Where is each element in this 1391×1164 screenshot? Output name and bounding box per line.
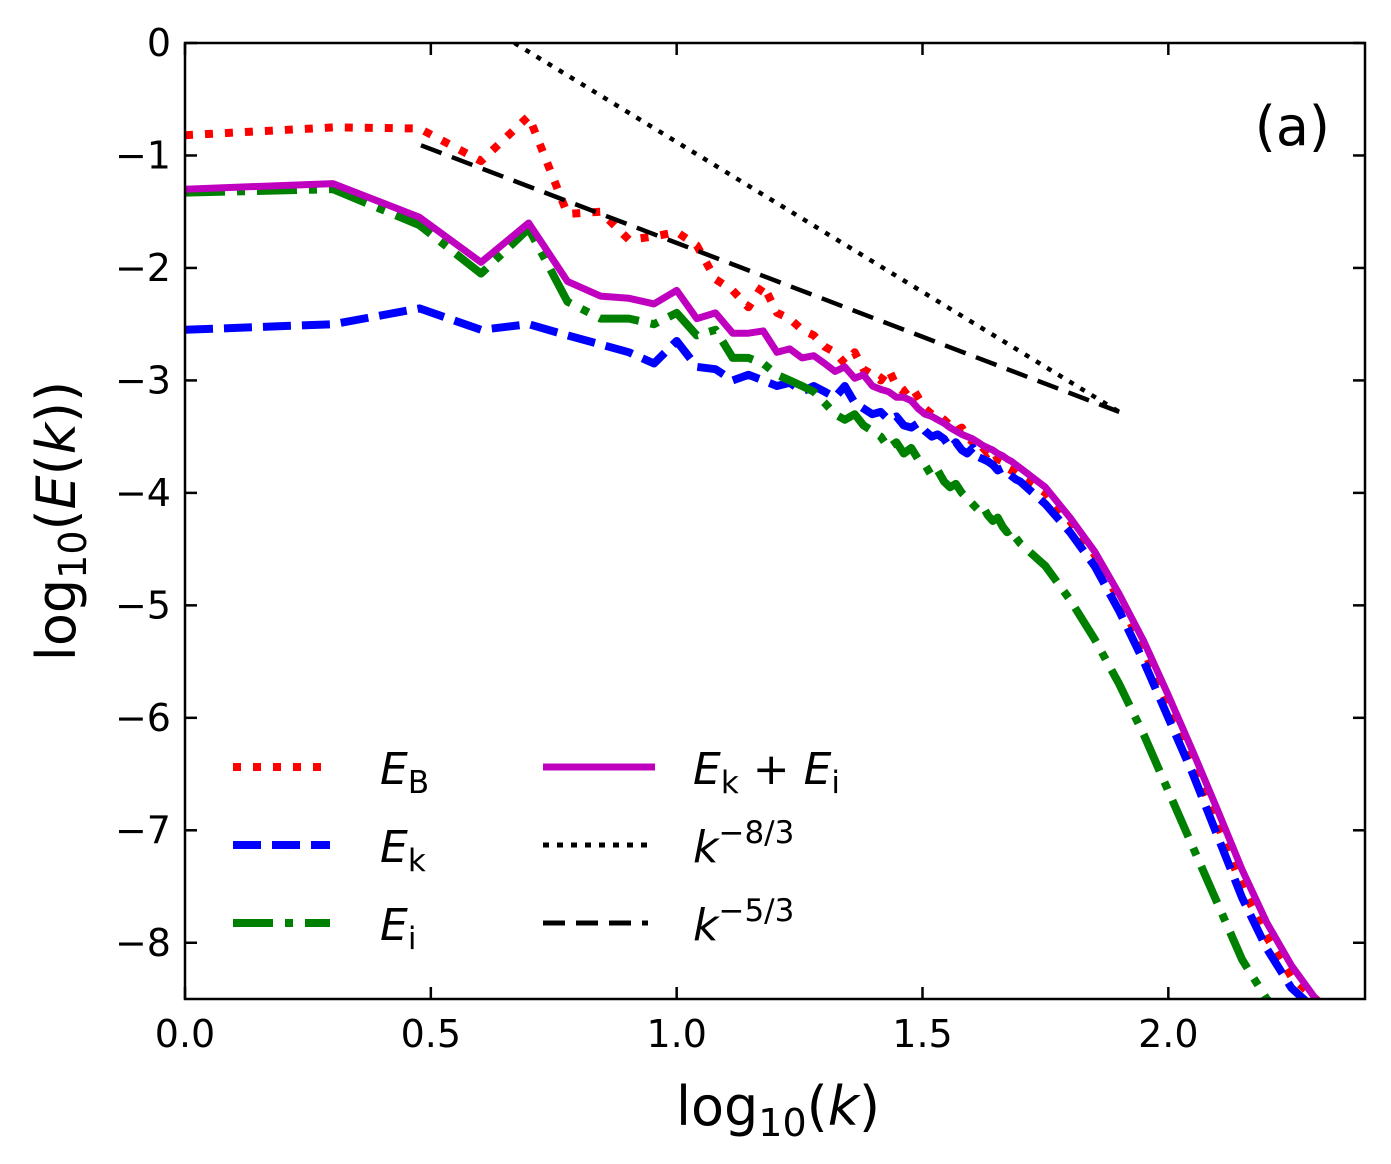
- legend-label-ei: Ei: [380, 900, 416, 957]
- legend-label-eb: EB: [380, 744, 429, 801]
- x-tick-label: 0.0: [155, 1012, 215, 1056]
- series-line-k53: [420, 143, 1121, 415]
- y-tick-label: −3: [115, 358, 171, 402]
- series-line-ek: [185, 304, 1310, 999]
- series-line-ei: [185, 185, 1273, 999]
- y-tick-label: −7: [115, 808, 171, 852]
- panel-label: (a): [1255, 95, 1330, 158]
- legend: EB Ek Ei Ek + Ei k−8/3 k−5/3: [233, 744, 840, 957]
- x-tick-label: 0.5: [401, 1012, 461, 1056]
- y-axis-title: log10(E(k)): [25, 381, 95, 661]
- x-tick-label: 1.0: [646, 1012, 706, 1056]
- legend-label-k53: k−5/3: [693, 893, 794, 951]
- y-tick-label: −8: [115, 921, 171, 965]
- ticks-layer: 0.0 0.5 1.0 1.5 2.0 0 −1 −2 −3 −4 −5 −6 −7 −8: [115, 21, 1365, 1056]
- x-tick-label: 2.0: [1138, 1012, 1198, 1056]
- y-tick-label: 0: [147, 21, 171, 65]
- legend-label-ekei: Ek + Ei: [693, 744, 840, 801]
- plot-frame: [183, 41, 1367, 1001]
- plot-background: [185, 43, 1365, 999]
- y-tick-label: −1: [115, 133, 171, 177]
- series-line-ekei: [185, 180, 1321, 999]
- legend-label-k83: k−8/3: [693, 815, 794, 873]
- y-tick-label: −6: [115, 696, 171, 740]
- x-tick-label: 1.5: [892, 1012, 952, 1056]
- legend-label-ek: Ek: [380, 822, 426, 879]
- x-axis-title: log10(k): [676, 1075, 880, 1145]
- y-tick-label: −4: [115, 471, 171, 515]
- series-layer: [185, 43, 1322, 999]
- series-line-k83: [513, 43, 1121, 414]
- y-tick-label: −5: [115, 583, 171, 627]
- y-tick-label: −2: [115, 246, 171, 290]
